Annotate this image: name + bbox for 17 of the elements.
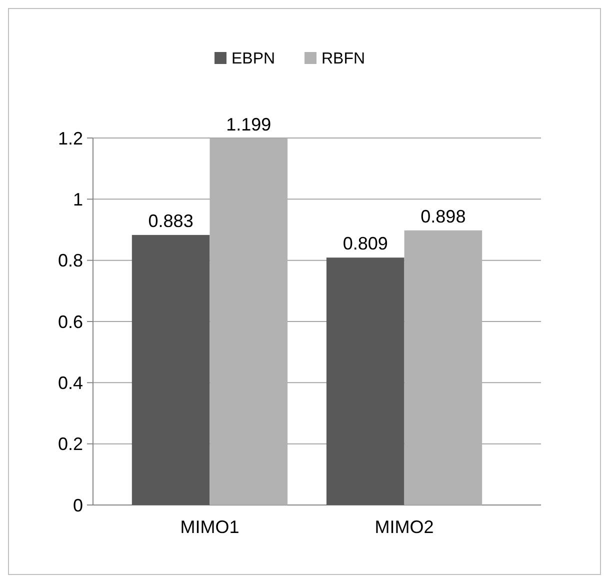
data-label: 0.809	[342, 234, 388, 254]
data-label: 0.883	[148, 210, 194, 231]
y-tick-label: 0.4	[58, 372, 83, 393]
y-tick-label: 1.2	[58, 128, 83, 148]
y-tick-label: 0.2	[58, 434, 83, 454]
y-tick-label: 1	[72, 189, 83, 210]
data-label: 1.199	[226, 114, 272, 134]
bar	[326, 258, 404, 505]
y-tick-label: 0.8	[58, 250, 83, 271]
x-tick-label: MIMO2	[374, 517, 434, 537]
x-tick-label: MIMO1	[180, 517, 240, 537]
legend-label: RBFN	[322, 50, 366, 68]
data-label: 0.898	[420, 206, 466, 226]
y-tick-label: 0.6	[58, 312, 83, 332]
legend-label: EBPN	[232, 50, 276, 68]
y-tick-label: 0	[72, 495, 83, 516]
bar	[132, 234, 210, 505]
